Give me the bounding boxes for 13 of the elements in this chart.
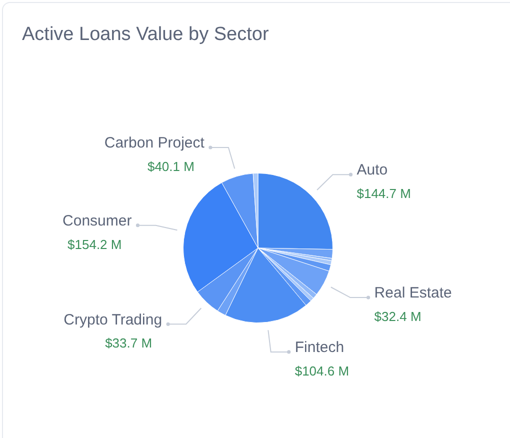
data-label: $154.2 M (68, 236, 122, 252)
slice-label: Carbon Project (104, 134, 206, 152)
data-label: $33.7 M (105, 336, 152, 351)
slice-label: Crypto Trading (64, 311, 162, 328)
slice-label: Auto (356, 162, 388, 179)
chart-title: Active Loans Value by Sector (22, 24, 269, 46)
slice-label: Fintech (294, 339, 344, 356)
data-label: $32.4 M (374, 309, 422, 324)
slice-label: Real Estate (374, 284, 452, 302)
data-label: $104.6 M (294, 364, 350, 379)
data-label: $40.1 M (147, 159, 194, 174)
data-label: $144.7 M (356, 186, 411, 202)
slice-label: Consumer (62, 212, 132, 230)
